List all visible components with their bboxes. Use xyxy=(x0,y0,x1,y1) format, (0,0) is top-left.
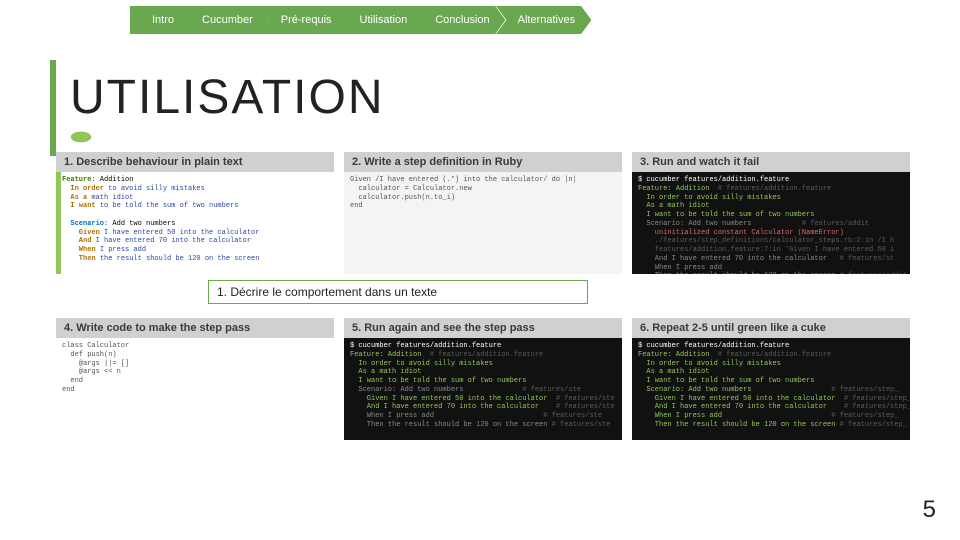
workflow-row-1: 1. Describe behaviour in plain text Feat… xyxy=(56,152,910,274)
panel-3-header: 3. Run and watch it fail xyxy=(632,152,910,172)
panel-6-header: 6. Repeat 2-5 until green like a cuke xyxy=(632,318,910,338)
page-title: UTILISATION xyxy=(70,70,384,125)
workflow-row-2: 4. Write code to make the step pass clas… xyxy=(56,318,910,440)
nav-item-label: Pré-requis xyxy=(281,14,332,26)
nav-item-3[interactable]: Utilisation xyxy=(338,6,424,34)
panel-2-body: Given /I have entered (.*) into the calc… xyxy=(344,172,622,274)
nav-item-1[interactable]: Cucumber xyxy=(180,6,269,34)
callout-box: 1. Décrire le comportement dans un texte xyxy=(208,280,588,304)
breadcrumb-nav: Intro Cucumber Pré-requis Utilisation Conclu… xyxy=(130,6,591,34)
nav-item-label: Intro xyxy=(152,14,174,26)
panel-6: 6. Repeat 2-5 until green like a cuke $ … xyxy=(632,318,910,440)
nav-item-4[interactable]: Conclusion xyxy=(413,6,505,34)
nav-item-5[interactable]: Alternatives xyxy=(496,6,591,34)
panel-4-header: 4. Write code to make the step pass xyxy=(56,318,334,338)
panel-2: 2. Write a step definition in Ruby Given… xyxy=(344,152,622,274)
panel-3-body: $ cucumber features/addition.feature Fea… xyxy=(632,172,910,274)
panel-5-body: $ cucumber features/addition.feature Fea… xyxy=(344,338,622,440)
panel-2-header: 2. Write a step definition in Ruby xyxy=(344,152,622,172)
panel-4-body: class Calculator def push(n) @args ||= [… xyxy=(56,338,334,440)
nav-item-label: Cucumber xyxy=(202,14,253,26)
panel-4: 4. Write code to make the step pass clas… xyxy=(56,318,334,440)
panel-3: 3. Run and watch it fail $ cucumber feat… xyxy=(632,152,910,274)
title-accent-bar xyxy=(50,60,56,156)
panel-1-body: Feature: Addition In order to avoid sill… xyxy=(56,172,334,274)
panel-5: 5. Run again and see the step pass $ cuc… xyxy=(344,318,622,440)
nav-item-0[interactable]: Intro xyxy=(130,6,190,34)
panel-1: 1. Describe behaviour in plain text Feat… xyxy=(56,152,334,274)
nav-item-2[interactable]: Pré-requis xyxy=(259,6,348,34)
cucumber-icon xyxy=(70,128,92,144)
nav-item-label: Utilisation xyxy=(360,14,408,26)
nav-item-label: Alternatives xyxy=(518,14,575,26)
nav-item-label: Conclusion xyxy=(435,14,489,26)
panel-6-body: $ cucumber features/addition.feature Fea… xyxy=(632,338,910,440)
panel-1-header: 1. Describe behaviour in plain text xyxy=(56,152,334,172)
panel-5-header: 5. Run again and see the step pass xyxy=(344,318,622,338)
page-number: 5 xyxy=(923,496,936,524)
